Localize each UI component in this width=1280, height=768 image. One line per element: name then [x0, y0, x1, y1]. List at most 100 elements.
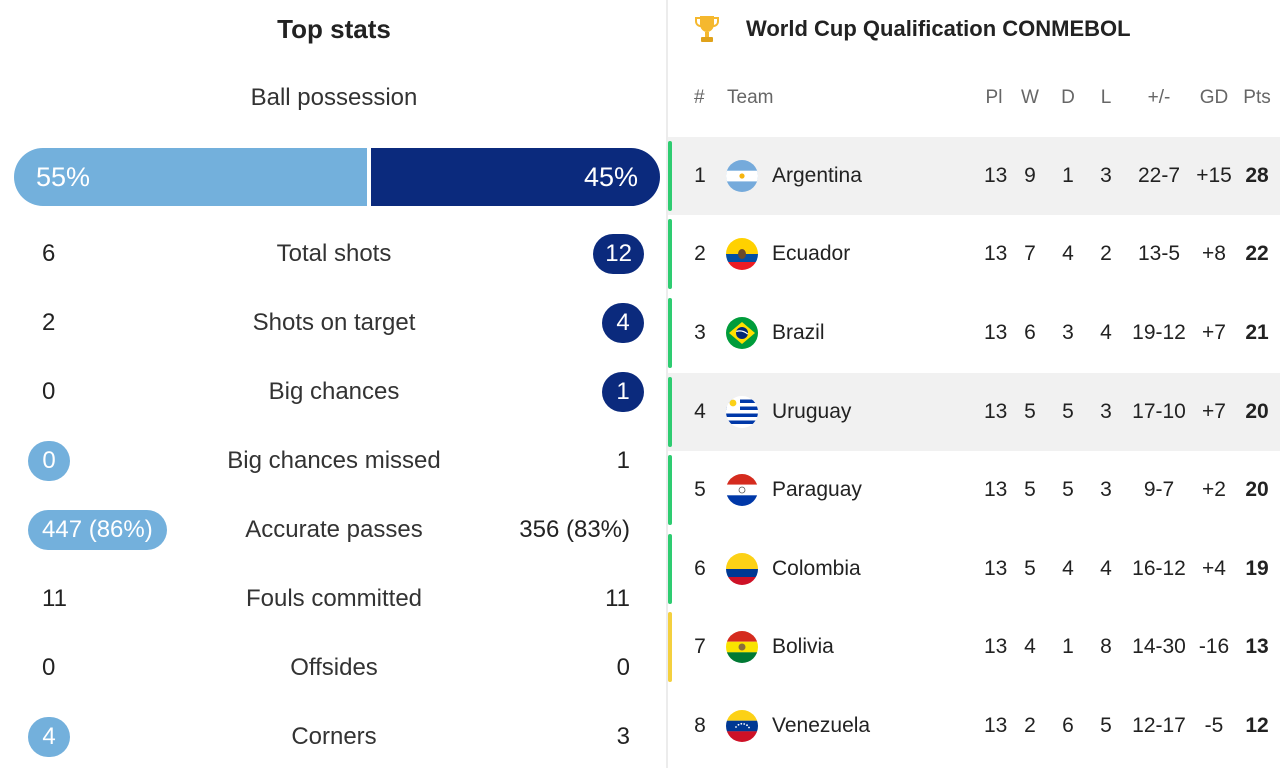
stat-label: Corners — [291, 723, 377, 750]
team-name[interactable]: Bolivia — [772, 635, 834, 658]
trophy-icon — [695, 16, 719, 42]
goal-diff-cell: -16 — [1198, 635, 1230, 658]
losses-cell: 2 — [1100, 242, 1112, 265]
team-row-ecuador[interactable]: 2 Ecuador 13 7 4 2 13-5 +8 22 — [668, 215, 1280, 293]
paraguay-flag-icon — [726, 474, 758, 506]
points-cell: 20 — [1245, 478, 1269, 501]
points-cell: 12 — [1245, 714, 1269, 737]
team-name[interactable]: Ecuador — [772, 242, 851, 265]
stat-label: Fouls committed — [245, 585, 423, 612]
team-row-paraguay[interactable]: 5 Paraguay 13 5 5 3 9-7 +2 20 — [668, 451, 1280, 529]
colombia-flag-icon — [726, 553, 758, 585]
team-row-venezuela[interactable]: 8 Venezuela 13 2 6 5 12-17 -5 12 — [668, 687, 1280, 765]
standings-panel: World Cup Qualification CONMEBOL # Team … — [668, 0, 1280, 768]
goals-cell: 12-17 — [1132, 714, 1186, 737]
stat-label: Big chances missed — [227, 447, 441, 474]
team-name[interactable]: Colombia — [772, 557, 861, 580]
team-name[interactable]: Venezuela — [772, 714, 871, 737]
stat-row: Total shots 6 12 — [0, 226, 668, 282]
team-name[interactable]: Argentina — [772, 164, 862, 187]
top-stats-panel: Top stats Ball possession 55% 45% Total … — [0, 14, 668, 765]
draws-cell: 6 — [1062, 714, 1074, 737]
played-cell: 13 — [984, 557, 1008, 580]
ecuador-flag-icon — [726, 238, 758, 270]
losses-cell: 4 — [1100, 321, 1112, 344]
position-cell: 4 — [694, 400, 706, 423]
losses-cell: 5 — [1100, 714, 1112, 737]
losses-cell: 4 — [1100, 557, 1112, 580]
goal-diff-cell: +15 — [1196, 164, 1232, 187]
header-team: Team — [727, 87, 774, 108]
draws-cell: 1 — [1062, 635, 1074, 658]
zone-indicator — [668, 219, 672, 289]
stat-away-value: 356 (83%) — [519, 516, 630, 543]
losses-cell: 3 — [1100, 400, 1112, 423]
wins-cell: 7 — [1024, 242, 1036, 265]
argentina-flag-icon — [726, 160, 758, 192]
stat-label: Offsides — [290, 654, 378, 681]
wins-cell: 4 — [1024, 635, 1036, 658]
played-cell: 13 — [984, 635, 1008, 658]
played-cell: 13 — [984, 321, 1008, 344]
played-cell: 13 — [984, 400, 1008, 423]
goal-diff-cell: +7 — [1202, 321, 1226, 344]
stat-label: Accurate passes — [245, 516, 423, 543]
goals-cell: 16-12 — [1132, 557, 1186, 580]
stat-label: Big chances — [268, 378, 400, 405]
points-cell: 20 — [1245, 400, 1269, 423]
stat-row: Fouls committed 11 11 — [0, 571, 668, 627]
draws-cell: 1 — [1062, 164, 1074, 187]
position-cell: 5 — [694, 478, 706, 501]
position-cell: 1 — [694, 164, 706, 187]
position-cell: 7 — [694, 635, 706, 658]
header-goals: +/- — [1147, 87, 1171, 108]
played-cell: 13 — [984, 164, 1008, 187]
stat-row: Corners 4 3 — [0, 709, 668, 765]
stat-away-value: 1 — [616, 447, 630, 474]
stat-home-value: 447 (86%) — [28, 510, 167, 550]
played-cell: 13 — [984, 242, 1008, 265]
losses-cell: 8 — [1100, 635, 1112, 658]
stat-label: Total shots — [276, 240, 392, 267]
wins-cell: 2 — [1024, 714, 1036, 737]
team-row-argentina[interactable]: 1 Argentina 13 9 1 3 22-7 +15 28 — [668, 137, 1280, 215]
stat-row: Accurate passes 447 (86%) 356 (83%) — [0, 502, 668, 558]
goals-cell: 14-30 — [1132, 635, 1186, 658]
wins-cell: 9 — [1024, 164, 1036, 187]
team-name[interactable]: Paraguay — [772, 478, 862, 501]
team-row-bolivia[interactable]: 7 Bolivia 13 4 1 8 14-30 -16 13 — [668, 608, 1280, 686]
team-row-colombia[interactable]: 6 Colombia 13 5 4 4 16-12 +4 19 — [668, 530, 1280, 608]
goals-cell: 22-7 — [1137, 164, 1181, 187]
losses-cell: 3 — [1100, 164, 1112, 187]
goal-diff-cell: +4 — [1202, 557, 1226, 580]
stat-row: Offsides 0 0 — [0, 640, 668, 696]
stat-away-value: 1 — [602, 372, 644, 412]
stat-away-value: 11 — [605, 585, 630, 612]
team-row-uruguay[interactable]: 4 Uruguay 13 5 5 3 17-10 +7 20 — [668, 373, 1280, 451]
header-pos: # — [694, 87, 705, 108]
stat-home-value: 0 — [42, 654, 56, 681]
header-played: Pl — [985, 87, 1003, 108]
stat-row: Big chances 0 1 — [0, 364, 668, 420]
team-name[interactable]: Uruguay — [772, 400, 852, 423]
stat-away-value: 0 — [616, 654, 630, 681]
team-name[interactable]: Brazil — [772, 321, 825, 344]
possession-divider — [367, 148, 372, 206]
points-cell: 13 — [1245, 635, 1269, 658]
stat-home-value: 0 — [28, 441, 70, 481]
ball-possession-label: Ball possession — [250, 84, 418, 111]
stat-home-value: 11 — [42, 585, 67, 612]
venezuela-flag-icon — [726, 710, 758, 742]
wins-cell: 5 — [1024, 557, 1036, 580]
team-row-brazil[interactable]: 3 Brazil 13 6 3 4 19-12 +7 21 — [668, 294, 1280, 372]
header-wins: W — [1021, 87, 1039, 108]
header-losses: L — [1100, 87, 1112, 108]
draws-cell: 5 — [1062, 478, 1074, 501]
wins-cell: 6 — [1024, 321, 1036, 344]
zone-indicator — [668, 534, 672, 604]
goals-cell: 17-10 — [1132, 400, 1186, 423]
header-draws: D — [1061, 87, 1075, 108]
played-cell: 13 — [984, 714, 1008, 737]
zone-indicator — [668, 377, 672, 447]
goal-diff-cell: +2 — [1202, 478, 1226, 501]
